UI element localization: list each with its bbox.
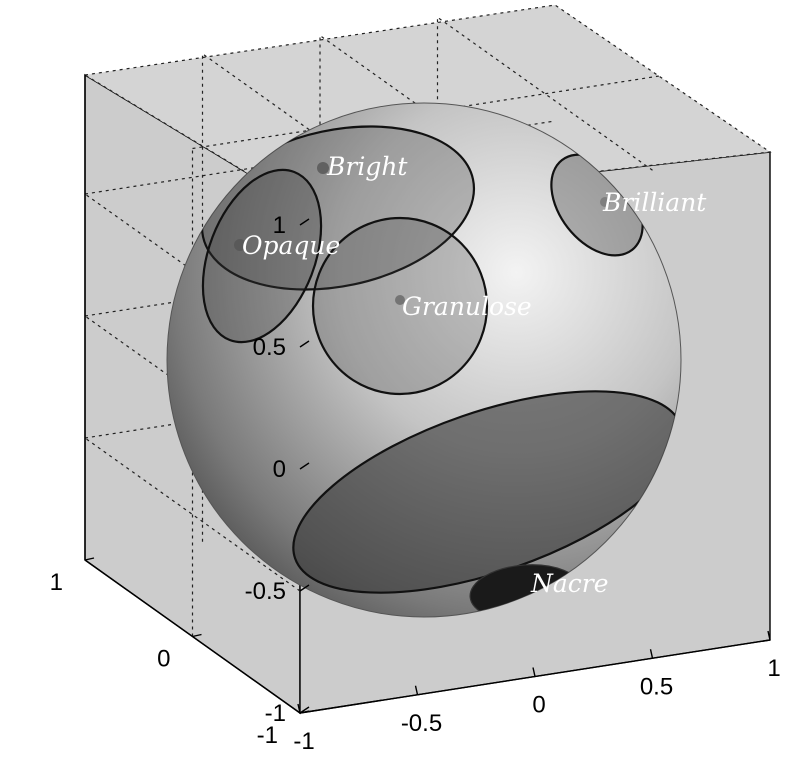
label-granulose: Granulose <box>402 292 532 321</box>
x-tick-mark <box>649 649 654 659</box>
grid-line-top-y <box>192 74 663 150</box>
z-tick-label: 0 <box>273 456 286 483</box>
x-tick-mark <box>297 703 301 714</box>
x-tick-label: 0.5 <box>640 673 673 700</box>
grid-line-right-wall-z <box>84 120 556 195</box>
label-opaque: Opaque <box>242 231 340 260</box>
y-tick-label: 1 <box>50 569 63 596</box>
bright-center-dot <box>317 162 329 174</box>
z-tick-mark <box>299 218 310 226</box>
z-tick-mark <box>299 584 310 592</box>
brilliant-center-dot <box>600 197 610 207</box>
z-tick-mark <box>299 462 310 470</box>
grid-line-right-wall-z <box>84 242 556 317</box>
x-tick-label: 0 <box>532 692 545 719</box>
x-tick-mark <box>532 667 536 677</box>
opaque-center-dot <box>234 239 246 251</box>
region-opaque <box>201 168 323 344</box>
x-tick-mark <box>414 685 419 695</box>
axis-tick-labels: -1 -0.5 0 0.5 1 -1 0 1 -1 -0.5 0 0.5 1 <box>50 212 781 755</box>
x-tick-mark <box>767 630 771 641</box>
label-brilliant: Brilliant <box>602 188 707 217</box>
grid-line-top-x <box>437 16 653 171</box>
y-tick-mark <box>84 557 95 561</box>
z-tick-label: 0.5 <box>253 334 286 361</box>
y-tick-label: -1 <box>257 722 278 749</box>
y-tick-mark <box>299 710 310 714</box>
label-bright: Bright <box>326 152 408 181</box>
x-tick-label: -1 <box>293 728 314 755</box>
region-granulose <box>311 216 489 396</box>
granulose-center-dot <box>395 295 405 305</box>
region-bright <box>200 125 476 291</box>
grid-line-left-wall-z <box>84 437 301 592</box>
y-tick-mark <box>192 633 202 638</box>
z-tick-mark <box>299 340 310 348</box>
x-tick-label: 1 <box>767 655 780 682</box>
label-nacre: Nacre <box>530 569 609 598</box>
z-tick-label: -1 <box>265 700 286 727</box>
z-tick-label: -0.5 <box>245 578 286 605</box>
grid-line-right-wall-z <box>84 364 556 439</box>
z-tick-label: 1 <box>273 212 286 239</box>
x-tick-label: -0.5 <box>401 710 442 737</box>
y-tick-label: 0 <box>157 646 170 673</box>
axis-ticks <box>84 218 771 714</box>
